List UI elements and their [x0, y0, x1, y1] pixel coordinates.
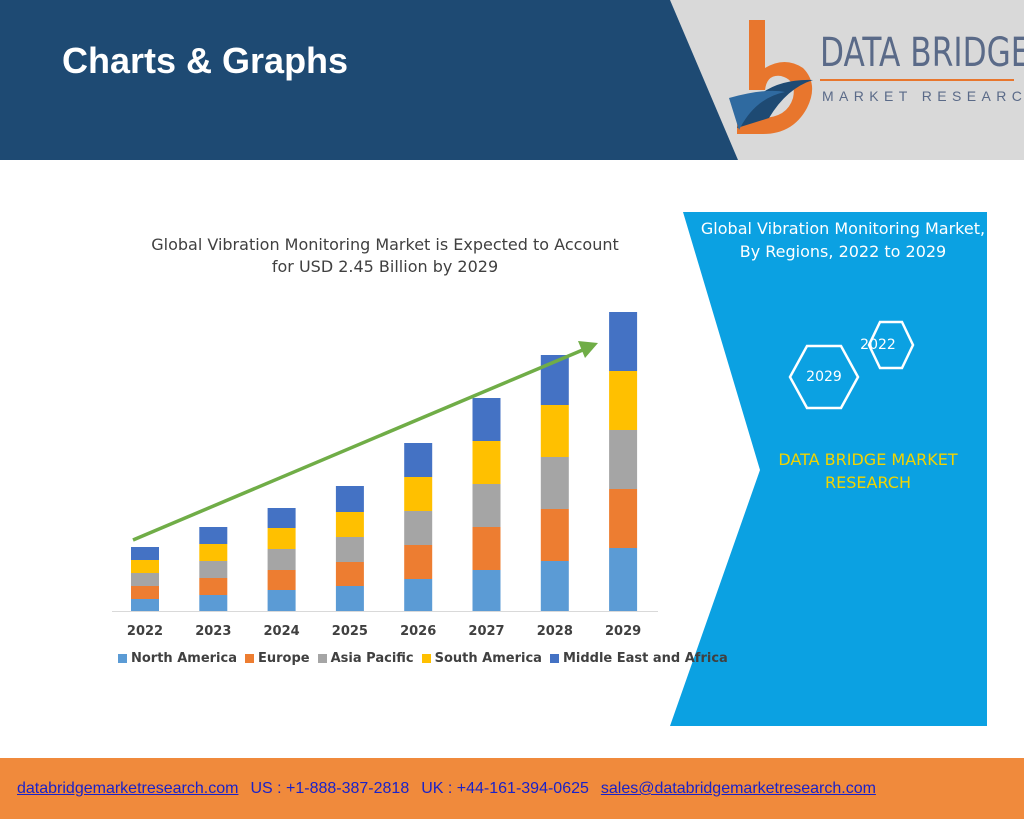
bar-segment: [131, 599, 159, 611]
bar-segment: [199, 595, 228, 611]
bar-segment: [609, 489, 638, 548]
bar-segment: [472, 398, 501, 441]
bar-segment: [540, 405, 569, 457]
header-background: [0, 0, 738, 160]
x-tick-label: 2028: [537, 624, 573, 639]
bar-segment: [335, 486, 364, 512]
bar-segment: [404, 511, 433, 545]
bar-segment: [199, 578, 228, 595]
x-tick-label: 2025: [332, 624, 368, 639]
legend-label: Asia Pacific: [330, 651, 414, 666]
bar-segment: [472, 570, 501, 611]
bar-segment: [404, 477, 433, 511]
footer: [0, 758, 1024, 819]
x-tick-label: 2023: [195, 624, 231, 639]
x-tick-label: 2024: [264, 624, 300, 639]
logo-name: DATA BRIDGE: [820, 30, 1024, 76]
website-link[interactable]: databridgemarketresearch.com: [17, 780, 239, 797]
legend-item: Middle East and Africa: [549, 651, 728, 666]
stacked-bar-chart: 2022 2023 2024 2025 2026 2027 2028 2029: [112, 312, 658, 639]
bar-segment: [609, 312, 638, 371]
chart-legend: North America Europe Asia Pacific South Ame…: [118, 651, 728, 666]
bar-segment: [609, 548, 638, 611]
x-tick-label: 2022: [127, 624, 163, 639]
x-tick-label: 2029: [605, 624, 641, 639]
bar-segment: [267, 528, 296, 549]
logo-divider: [820, 79, 1014, 81]
page-title: Charts & Graphs: [62, 40, 349, 81]
email-link[interactable]: sales@databridgemarketresearch.com: [600, 780, 876, 797]
legend-swatch: [245, 654, 254, 663]
bar-segment: [131, 560, 159, 573]
hex-2029: [788, 344, 860, 410]
bar-segment: [267, 549, 296, 570]
legend-label: Europe: [258, 651, 310, 666]
legend-swatch: [317, 654, 327, 663]
legend-item: Asia Pacific: [317, 651, 414, 666]
bar-segment: [472, 484, 501, 527]
side-panel-brand: DATA BRIDGE MARKET RESEARCH: [778, 450, 958, 492]
legend-label: South America: [434, 651, 542, 666]
bar-segment: [199, 561, 228, 578]
bar-segment: [267, 570, 296, 590]
hex-label-2029: 2029: [806, 369, 842, 385]
hex-label-2022: 2022: [860, 337, 896, 353]
chart-title: Global Vibration Monitoring Market is Ex…: [151, 235, 619, 276]
bar-segment: [335, 512, 364, 537]
bar-segment: [335, 562, 364, 586]
bar-segment: [335, 537, 364, 562]
trend-arrow-line: [132, 347, 586, 542]
footer-contact-row: databridgemarketresearch.com US : +1-888…: [17, 780, 876, 798]
x-tick-label: 2027: [468, 624, 504, 639]
bar-segment: [267, 508, 296, 528]
logo-subtitle: MARKET RESEARCH: [822, 88, 1024, 104]
trend-arrow-head: [578, 341, 598, 358]
bar-segment: [131, 547, 159, 560]
x-tick-label: 2026: [400, 624, 436, 639]
bar-segment: [131, 586, 159, 599]
bar-segment: [472, 441, 501, 484]
legend-label: North America: [131, 651, 237, 666]
side-panel-background: [670, 212, 987, 726]
bar-segment: [404, 545, 433, 579]
bar-segment: [540, 509, 569, 561]
bar-segment: [609, 371, 638, 430]
uk-phone: UK : +44-161-394-0625: [421, 780, 589, 797]
side-panel-title: Global Vibration Monitoring Market, By R…: [700, 219, 986, 261]
bar-segment: [404, 443, 433, 477]
bar-segment: [404, 579, 433, 611]
us-phone: US : +1-888-387-2818: [250, 780, 410, 797]
legend-item: North America: [118, 651, 237, 666]
legend-label: Middle East and Africa: [562, 651, 728, 666]
bar-segment: [540, 561, 569, 611]
hex-2022: [867, 320, 915, 370]
bar-segment: [609, 430, 638, 489]
bar-segment: [335, 586, 364, 611]
bar-segment: [472, 527, 501, 570]
legend-item: South America: [421, 651, 542, 666]
legend-swatch: [118, 654, 127, 663]
bar-segment: [540, 457, 569, 509]
legend-swatch: [549, 654, 559, 663]
bar-segment: [131, 573, 159, 586]
bar-segment: [267, 590, 296, 611]
bar-segment: [199, 527, 228, 544]
bar-segment: [199, 544, 228, 561]
data-bridge-b-logo-icon: [729, 20, 813, 134]
legend-swatch: [421, 654, 431, 663]
legend-item: Europe: [245, 651, 310, 666]
